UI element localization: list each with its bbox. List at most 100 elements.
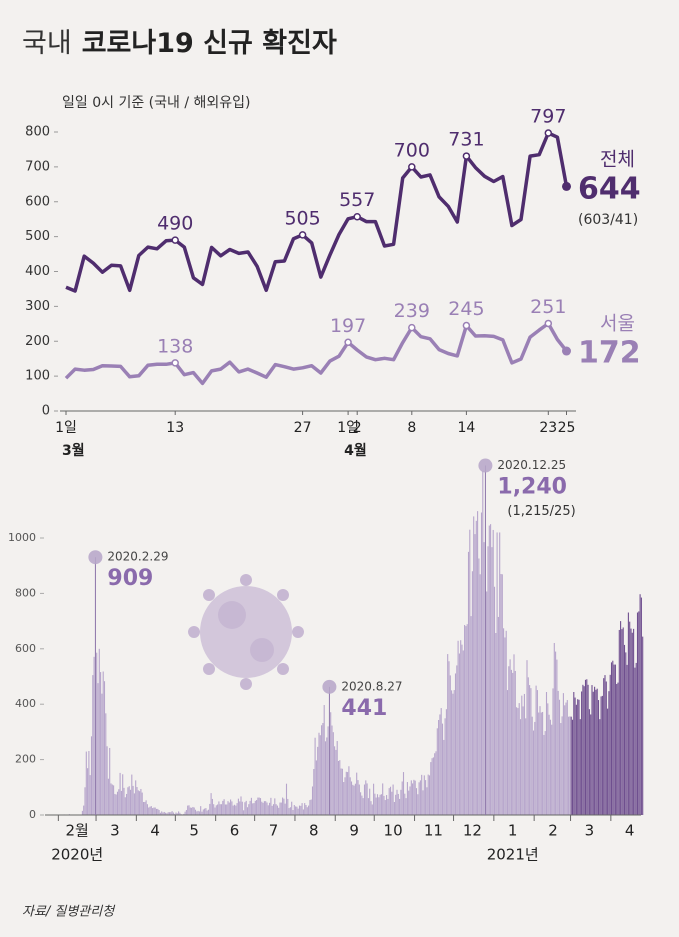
bar bbox=[306, 807, 308, 815]
label-marker bbox=[171, 359, 179, 367]
bar bbox=[417, 794, 419, 815]
bar bbox=[198, 811, 200, 815]
bar bbox=[223, 799, 225, 815]
series-last-value: 172 bbox=[578, 336, 641, 371]
bar bbox=[620, 621, 622, 815]
virus-spike bbox=[292, 626, 304, 638]
bar bbox=[586, 679, 588, 815]
bar bbox=[270, 797, 272, 815]
bar bbox=[139, 791, 141, 815]
bar bbox=[519, 719, 522, 815]
y-tick-label: 400 bbox=[15, 697, 36, 710]
bar bbox=[640, 597, 642, 815]
bar bbox=[210, 793, 212, 815]
bar bbox=[582, 684, 584, 815]
bar bbox=[486, 591, 488, 815]
bar bbox=[564, 705, 566, 815]
bar bbox=[373, 783, 375, 815]
bar bbox=[236, 803, 238, 815]
bar bbox=[549, 719, 551, 815]
bar bbox=[557, 690, 559, 815]
bar bbox=[409, 786, 411, 815]
bar bbox=[280, 802, 282, 815]
bar bbox=[244, 802, 246, 815]
bar bbox=[599, 719, 601, 815]
bar bbox=[466, 624, 468, 815]
bar bbox=[551, 724, 553, 815]
bar bbox=[261, 801, 263, 815]
bar bbox=[488, 525, 490, 815]
bar bbox=[292, 810, 294, 815]
bar bbox=[378, 797, 380, 815]
month-label: 11 bbox=[424, 822, 443, 840]
y-tick-label: 500 bbox=[25, 229, 50, 244]
bar bbox=[289, 807, 291, 815]
bar bbox=[336, 741, 338, 815]
bar bbox=[111, 784, 113, 815]
bar bbox=[265, 801, 267, 815]
bar bbox=[570, 716, 572, 815]
bar bbox=[115, 794, 117, 815]
bar bbox=[124, 797, 126, 815]
bar bbox=[142, 801, 145, 815]
bar bbox=[176, 813, 178, 815]
bar bbox=[153, 807, 155, 815]
bar bbox=[547, 703, 549, 815]
virus-illustration bbox=[188, 574, 304, 690]
bar bbox=[423, 775, 425, 815]
bar bbox=[347, 772, 349, 815]
bar bbox=[474, 534, 476, 815]
bar bbox=[159, 812, 161, 815]
bar bbox=[513, 654, 515, 815]
year-label: 2020년 bbox=[51, 846, 103, 864]
bar bbox=[262, 802, 264, 815]
bar bbox=[175, 812, 177, 815]
bar bbox=[140, 788, 142, 815]
bar bbox=[367, 798, 369, 815]
bar bbox=[230, 799, 232, 815]
bar bbox=[137, 790, 139, 815]
bar bbox=[539, 706, 541, 815]
bar bbox=[87, 768, 89, 815]
bar bbox=[492, 529, 494, 815]
bar bbox=[422, 790, 424, 815]
bar bbox=[189, 807, 191, 815]
bar bbox=[370, 801, 372, 815]
y-tick-label: 800 bbox=[25, 125, 50, 140]
bar bbox=[296, 806, 298, 815]
bar bbox=[154, 807, 156, 815]
bar bbox=[136, 787, 138, 815]
bar bbox=[421, 774, 423, 815]
bar bbox=[439, 714, 441, 815]
x-tick-label: 14 bbox=[457, 420, 475, 436]
bar bbox=[211, 798, 213, 815]
bar bbox=[327, 726, 329, 815]
bar bbox=[634, 667, 636, 815]
month-label: 8 bbox=[309, 822, 319, 840]
bar bbox=[431, 758, 433, 815]
x-tick-label: 8 bbox=[407, 420, 416, 436]
bar bbox=[418, 782, 420, 815]
bar bbox=[366, 783, 368, 815]
bar bbox=[98, 648, 100, 815]
bar bbox=[335, 749, 337, 815]
bar bbox=[287, 798, 289, 815]
subtitle: 일일 0시 기준 (국내 / 해외유입) bbox=[62, 95, 250, 111]
bar bbox=[623, 644, 626, 815]
bar bbox=[369, 788, 371, 815]
bar bbox=[324, 741, 327, 815]
bar bbox=[438, 719, 440, 815]
bar bbox=[490, 524, 492, 815]
y-tick-label: 300 bbox=[25, 299, 50, 314]
bar bbox=[81, 810, 83, 815]
bar bbox=[166, 813, 168, 815]
bar bbox=[392, 784, 394, 815]
bar bbox=[83, 805, 85, 815]
bar bbox=[363, 784, 366, 815]
y-tick-label: 800 bbox=[15, 586, 36, 599]
bar bbox=[441, 723, 444, 815]
bar bbox=[574, 697, 576, 815]
bar bbox=[345, 771, 347, 815]
bar bbox=[133, 793, 135, 815]
bar bbox=[393, 801, 395, 815]
